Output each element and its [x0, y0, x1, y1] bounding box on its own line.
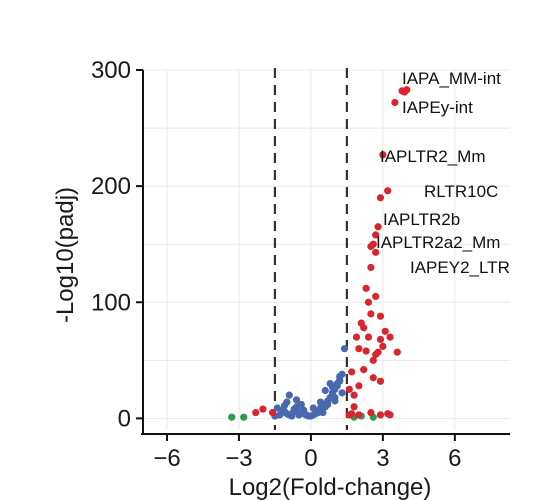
data-point-down_nonsig	[316, 398, 325, 406]
y-tick-label: 200	[91, 173, 131, 200]
data-point-down_nonsig	[309, 404, 317, 412]
data-point-up	[379, 151, 387, 159]
data-point-down_nonsig	[331, 397, 339, 405]
data-point-up	[386, 411, 394, 419]
data-point-down_nonsig	[340, 345, 349, 353]
data-point-up	[376, 194, 385, 202]
data-point-down_nonsig	[300, 406, 308, 414]
data-point-up	[355, 411, 363, 419]
x-tick-label: −3	[225, 445, 252, 472]
gene-label: IAPLTR2b	[383, 210, 460, 229]
gene-label: IAPEY2_LTR	[410, 258, 510, 277]
data-point-up	[372, 248, 380, 256]
data-point-up	[357, 319, 365, 327]
data-point-up	[369, 374, 377, 382]
data-point-up	[376, 411, 385, 419]
data-point-up	[252, 408, 260, 417]
data-point-up	[360, 366, 368, 374]
y-axis-title: -Log10(padj)	[52, 187, 79, 323]
data-point-up	[362, 284, 370, 292]
data-point-up	[268, 408, 277, 417]
data-point-up	[364, 333, 373, 341]
data-point-up	[350, 391, 358, 399]
data-point-up	[369, 356, 377, 364]
data-point-up	[350, 403, 358, 411]
gene-label: IAPLTR2_Mm	[380, 147, 486, 166]
data-point-down_nonsig	[285, 391, 293, 399]
gene-label: IAPA_MM-int	[402, 69, 501, 88]
x-axis-title: Log2(Fold-change)	[229, 474, 432, 500]
data-point-other	[240, 413, 248, 421]
data-point-up	[352, 333, 361, 341]
data-point-down_nonsig	[288, 410, 296, 418]
data-point-down_nonsig	[292, 396, 301, 404]
axes: 0 100 200 300 −6 −3 0 3 6	[91, 57, 510, 472]
data-point-down_nonsig	[280, 402, 289, 410]
x-tick-label: 3	[376, 445, 389, 472]
data-point-up	[367, 310, 375, 318]
data-point-up	[384, 187, 392, 195]
data-point-up	[376, 312, 385, 320]
data-point-up	[393, 348, 401, 356]
data-point-up	[372, 292, 380, 301]
y-tick-label: 100	[91, 289, 131, 316]
data-point-down_nonsig	[321, 386, 329, 395]
data-point-down_nonsig	[328, 383, 337, 391]
grid	[143, 69, 510, 430]
data-point-up	[355, 382, 363, 390]
y-tick-label: 300	[91, 57, 131, 84]
data-point-up	[367, 242, 375, 251]
data-point-up	[376, 377, 385, 385]
data-point-up	[355, 345, 363, 353]
data-point-down_nonsig	[338, 389, 346, 397]
point-labels: IAPA_MM-int IAPEy-int IAPLTR2_Mm RLTR10C IAP…	[376, 69, 510, 277]
data-point-up	[386, 333, 394, 341]
data-point-up	[367, 263, 375, 272]
data-point-up	[372, 231, 380, 239]
data-point-down_nonsig	[316, 404, 325, 412]
data-point-up	[400, 88, 409, 96]
data-point-up	[348, 410, 356, 418]
data-point-up	[367, 408, 375, 417]
data-point-up	[381, 327, 389, 335]
data-point-down_nonsig	[336, 372, 344, 381]
gene-label: IAPLTR2a2_Mm	[376, 233, 500, 252]
data-points	[228, 86, 411, 421]
data-point-up	[376, 335, 385, 344]
data-point-up	[379, 342, 387, 350]
data-point-up	[374, 223, 382, 231]
data-point-up	[345, 385, 353, 393]
data-point-up	[372, 350, 380, 359]
threshold-lines	[273, 68, 348, 430]
gene-label: RLTR10C	[424, 182, 498, 201]
data-point-up	[259, 405, 267, 413]
data-point-up	[348, 368, 356, 376]
data-point-down_nonsig	[297, 400, 305, 409]
data-point-up	[362, 347, 370, 355]
data-point-down_nonsig	[295, 411, 303, 419]
x-tick-label: 6	[448, 445, 461, 472]
gene-label: IAPEy-int	[402, 98, 473, 117]
x-tick-label: 0	[304, 445, 317, 472]
data-point-down_nonsig	[324, 400, 332, 409]
data-point-other	[228, 413, 236, 421]
x-tick-label: −6	[153, 445, 180, 472]
data-point-up	[364, 298, 373, 306]
data-point-up	[391, 98, 399, 107]
y-tick-label: 0	[118, 405, 131, 432]
